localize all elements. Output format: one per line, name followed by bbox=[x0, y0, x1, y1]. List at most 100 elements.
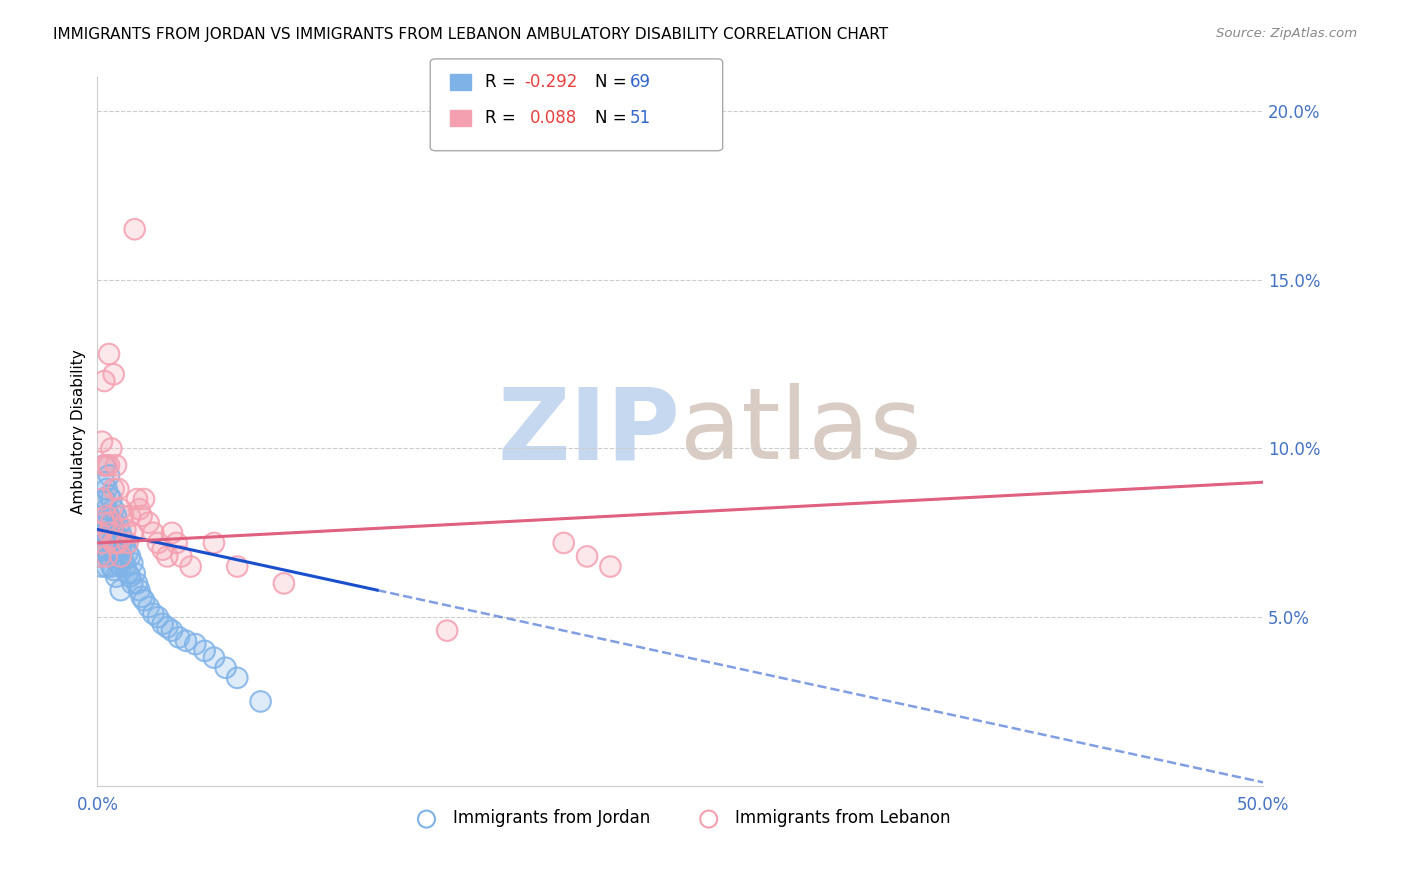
Point bbox=[93, 516, 115, 530]
Point bbox=[121, 525, 143, 540]
Point bbox=[96, 549, 118, 564]
Point bbox=[103, 542, 125, 557]
Point bbox=[110, 525, 132, 540]
Point bbox=[174, 633, 197, 648]
Point bbox=[103, 542, 125, 557]
Point bbox=[117, 536, 139, 550]
Point bbox=[98, 489, 121, 503]
Point bbox=[103, 368, 125, 382]
Point bbox=[93, 458, 115, 473]
Point bbox=[103, 523, 125, 537]
Point bbox=[146, 536, 169, 550]
Point bbox=[110, 542, 132, 557]
Point bbox=[599, 559, 621, 574]
Text: IMMIGRANTS FROM JORDAN VS IMMIGRANTS FROM LEBANON AMBULATORY DISABILITY CORRELAT: IMMIGRANTS FROM JORDAN VS IMMIGRANTS FRO… bbox=[53, 27, 889, 42]
Point bbox=[107, 536, 129, 550]
Point bbox=[167, 631, 190, 645]
Point bbox=[117, 566, 139, 581]
Point bbox=[128, 502, 150, 516]
Point bbox=[121, 576, 143, 591]
Point bbox=[93, 458, 115, 473]
Point bbox=[100, 492, 122, 507]
Point bbox=[152, 542, 174, 557]
Point bbox=[93, 458, 115, 473]
Point bbox=[105, 536, 128, 550]
Point bbox=[125, 492, 148, 507]
Point bbox=[91, 536, 114, 550]
Point bbox=[118, 569, 141, 583]
Point bbox=[142, 525, 165, 540]
Point bbox=[93, 475, 115, 490]
Point bbox=[98, 525, 121, 540]
Point bbox=[124, 222, 146, 236]
Point bbox=[226, 671, 249, 685]
Point bbox=[156, 620, 179, 634]
Point bbox=[174, 633, 197, 648]
Point bbox=[96, 482, 118, 496]
Point bbox=[100, 516, 122, 530]
Point bbox=[96, 525, 118, 540]
Point bbox=[96, 508, 118, 523]
Point bbox=[93, 374, 115, 388]
Point bbox=[91, 434, 114, 449]
Point bbox=[93, 374, 115, 388]
Point bbox=[156, 620, 179, 634]
Text: 69: 69 bbox=[630, 73, 651, 91]
Point bbox=[91, 492, 114, 507]
Point bbox=[170, 549, 193, 564]
Point bbox=[105, 508, 128, 523]
Point bbox=[273, 576, 295, 591]
Point bbox=[110, 549, 132, 564]
Point bbox=[160, 525, 183, 540]
Point bbox=[96, 559, 118, 574]
Point bbox=[118, 508, 141, 523]
Point bbox=[91, 508, 114, 523]
Point bbox=[117, 546, 139, 560]
Point bbox=[103, 482, 125, 496]
Point bbox=[121, 556, 143, 570]
Point bbox=[117, 546, 139, 560]
Point bbox=[100, 536, 122, 550]
Point bbox=[107, 536, 129, 550]
Point bbox=[96, 525, 118, 540]
Point bbox=[152, 616, 174, 631]
Point bbox=[93, 516, 115, 530]
Point bbox=[110, 549, 132, 564]
Point bbox=[98, 508, 121, 523]
Point bbox=[124, 566, 146, 581]
Point bbox=[156, 549, 179, 564]
Point bbox=[202, 650, 225, 665]
Point bbox=[146, 536, 169, 550]
Point bbox=[110, 542, 132, 557]
Point bbox=[576, 549, 599, 564]
Point bbox=[96, 542, 118, 557]
Point bbox=[96, 559, 118, 574]
Point bbox=[125, 492, 148, 507]
Point bbox=[91, 536, 114, 550]
Point bbox=[91, 542, 114, 557]
Point bbox=[166, 536, 188, 550]
Point bbox=[107, 482, 129, 496]
Point bbox=[114, 539, 136, 553]
Point bbox=[107, 519, 129, 533]
Point bbox=[98, 529, 121, 543]
Point bbox=[105, 569, 128, 583]
Point bbox=[273, 576, 295, 591]
Point bbox=[214, 661, 236, 675]
Point bbox=[107, 556, 129, 570]
Point bbox=[202, 536, 225, 550]
Point bbox=[98, 549, 121, 564]
Point bbox=[114, 523, 136, 537]
Point bbox=[110, 559, 132, 574]
Point bbox=[93, 516, 115, 530]
Point bbox=[105, 549, 128, 564]
Point bbox=[96, 458, 118, 473]
Point bbox=[91, 434, 114, 449]
Point bbox=[98, 525, 121, 540]
Point bbox=[89, 525, 111, 540]
Point bbox=[111, 553, 134, 567]
Point bbox=[180, 559, 202, 574]
Point bbox=[166, 536, 188, 550]
Point bbox=[89, 549, 111, 564]
Point bbox=[553, 536, 575, 550]
